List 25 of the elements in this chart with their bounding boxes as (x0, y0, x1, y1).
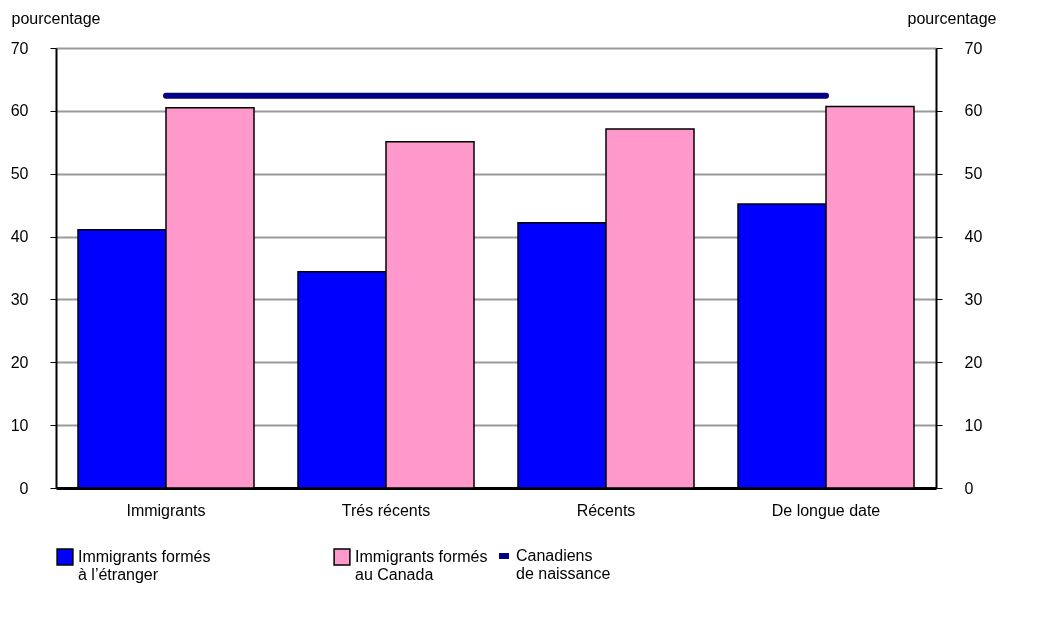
x-tick-label: Trés récents (341, 501, 431, 519)
x-tick-label: De longue date (771, 501, 881, 519)
x-tick-label: Récents (576, 501, 636, 519)
y-tick-label: 50 (10, 165, 29, 183)
y-tick-label: 30 (10, 290, 29, 308)
legend-label: Immigrants formés au Canada (355, 548, 488, 583)
y-tick-label: 10 (10, 416, 29, 434)
y-tick-label: 60 (10, 102, 29, 120)
y-tick-label: 70 (10, 39, 29, 57)
y2-axis-title: pourcentage (907, 9, 997, 27)
y-tick-label: 0 (19, 479, 29, 497)
y2-tick-label: 70 (964, 39, 983, 57)
y2-tick-label: 30 (964, 290, 983, 308)
y2-tick-label: 60 (964, 102, 983, 120)
y-tick-label: 20 (10, 353, 29, 371)
y2-tick-label: 20 (964, 353, 983, 371)
y2-tick-label: 40 (964, 228, 983, 246)
y-axis-title: pourcentage (11, 9, 101, 27)
y2-tick-label: 50 (964, 165, 983, 183)
legend-label: Canadiens de naissance (516, 547, 611, 582)
legend-label: Immigrants formés à l’étranger (78, 548, 211, 583)
y2-tick-label: 10 (964, 416, 983, 434)
x-tick-label: Immigrants (126, 501, 206, 519)
y-tick-label: 40 (10, 228, 29, 246)
y2-tick-label: 0 (964, 479, 974, 497)
